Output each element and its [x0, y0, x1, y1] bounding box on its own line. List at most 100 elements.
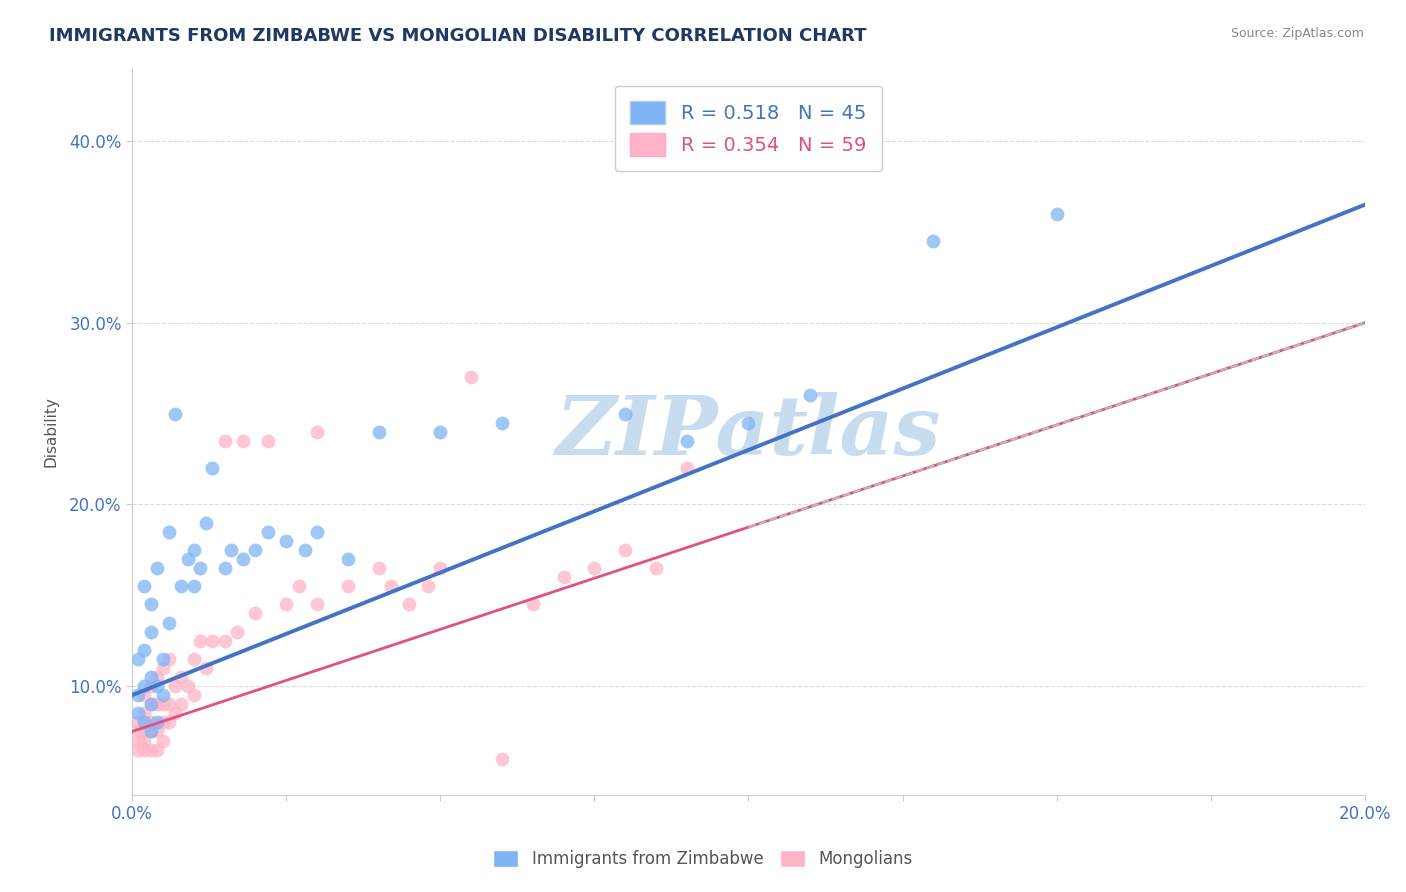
- Point: [134, 742, 156, 756]
- Point: [152, 652, 174, 666]
- Point: [214, 434, 236, 448]
- Point: [367, 561, 389, 575]
- Point: [675, 434, 697, 448]
- Point: [232, 434, 254, 448]
- Point: [157, 615, 180, 630]
- Point: [429, 425, 451, 439]
- Text: IMMIGRANTS FROM ZIMBABWE VS MONGOLIAN DISABILITY CORRELATION CHART: IMMIGRANTS FROM ZIMBABWE VS MONGOLIAN DI…: [49, 27, 866, 45]
- Point: [195, 661, 218, 675]
- Legend: R = 0.518   N = 45, R = 0.354   N = 59: R = 0.518 N = 45, R = 0.354 N = 59: [614, 86, 882, 171]
- Point: [276, 533, 298, 548]
- Point: [134, 579, 156, 593]
- Point: [367, 425, 389, 439]
- Point: [146, 561, 169, 575]
- Text: Source: ZipAtlas.com: Source: ZipAtlas.com: [1230, 27, 1364, 40]
- Point: [614, 542, 637, 557]
- Point: [146, 679, 169, 693]
- Point: [737, 416, 759, 430]
- Point: [139, 698, 162, 712]
- Point: [188, 633, 211, 648]
- Point: [134, 724, 156, 739]
- Point: [183, 652, 205, 666]
- Point: [1045, 207, 1067, 221]
- Point: [127, 733, 149, 747]
- Point: [170, 670, 193, 684]
- Point: [645, 561, 668, 575]
- Point: [176, 679, 198, 693]
- Point: [146, 670, 169, 684]
- Point: [157, 524, 180, 539]
- Point: [134, 715, 156, 730]
- Point: [287, 579, 309, 593]
- Point: [152, 661, 174, 675]
- Point: [201, 633, 224, 648]
- Point: [139, 742, 162, 756]
- Point: [583, 561, 606, 575]
- Point: [416, 579, 439, 593]
- Point: [429, 561, 451, 575]
- Point: [380, 579, 402, 593]
- Point: [232, 552, 254, 566]
- Point: [134, 688, 156, 702]
- Point: [157, 652, 180, 666]
- Legend: Immigrants from Zimbabwe, Mongolians: Immigrants from Zimbabwe, Mongolians: [486, 843, 920, 875]
- Point: [294, 542, 316, 557]
- Point: [219, 542, 242, 557]
- Point: [134, 679, 156, 693]
- Point: [127, 715, 149, 730]
- Point: [245, 542, 267, 557]
- Point: [157, 698, 180, 712]
- Point: [491, 416, 513, 430]
- Point: [183, 688, 205, 702]
- Point: [183, 542, 205, 557]
- Point: [157, 715, 180, 730]
- Point: [139, 724, 162, 739]
- Point: [522, 598, 544, 612]
- Point: [139, 670, 162, 684]
- Point: [139, 679, 162, 693]
- Point: [146, 724, 169, 739]
- Point: [176, 552, 198, 566]
- Point: [256, 434, 278, 448]
- Point: [305, 524, 328, 539]
- Point: [152, 733, 174, 747]
- Point: [553, 570, 575, 584]
- Point: [127, 652, 149, 666]
- Point: [256, 524, 278, 539]
- Point: [134, 733, 156, 747]
- Point: [127, 688, 149, 702]
- Point: [195, 516, 218, 530]
- Point: [146, 698, 169, 712]
- Point: [165, 706, 187, 721]
- Point: [398, 598, 420, 612]
- Point: [170, 579, 193, 593]
- Point: [675, 461, 697, 475]
- Point: [139, 698, 162, 712]
- Point: [152, 715, 174, 730]
- Point: [134, 642, 156, 657]
- Point: [214, 633, 236, 648]
- Point: [922, 234, 945, 248]
- Y-axis label: Disability: Disability: [44, 396, 58, 467]
- Point: [336, 552, 359, 566]
- Point: [614, 407, 637, 421]
- Point: [146, 742, 169, 756]
- Point: [127, 742, 149, 756]
- Text: ZIPatlas: ZIPatlas: [555, 392, 941, 472]
- Point: [460, 370, 482, 384]
- Point: [139, 724, 162, 739]
- Point: [201, 461, 224, 475]
- Point: [165, 407, 187, 421]
- Point: [139, 715, 162, 730]
- Point: [127, 724, 149, 739]
- Point: [152, 698, 174, 712]
- Point: [305, 425, 328, 439]
- Point: [799, 388, 821, 402]
- Point: [183, 579, 205, 593]
- Point: [127, 706, 149, 721]
- Point: [336, 579, 359, 593]
- Point: [491, 752, 513, 766]
- Point: [139, 624, 162, 639]
- Point: [305, 598, 328, 612]
- Point: [165, 679, 187, 693]
